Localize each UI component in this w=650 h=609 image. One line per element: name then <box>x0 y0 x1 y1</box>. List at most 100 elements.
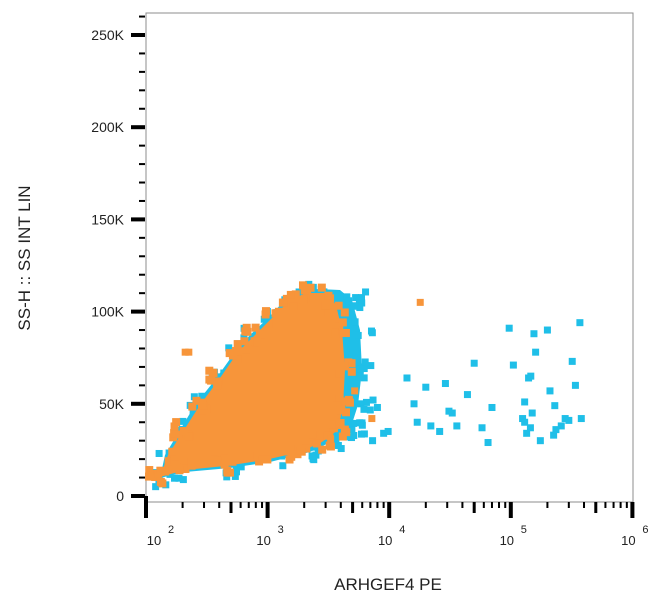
blue-outlier-point <box>453 422 461 430</box>
blue-outlier-point <box>543 326 551 334</box>
x-minor-tick <box>247 502 250 508</box>
x-tick-exponent: 2 <box>168 524 174 536</box>
x-minor-tick <box>261 502 264 508</box>
x-minor-tick <box>218 502 221 508</box>
blue-outlier-point <box>521 418 529 426</box>
y-major-tick <box>131 494 145 498</box>
y-minor-tick <box>139 292 145 295</box>
y-minor-tick <box>139 476 145 479</box>
x-minor-tick <box>619 502 622 508</box>
x-major-tick <box>144 502 148 518</box>
y-minor-tick <box>139 384 145 387</box>
y-tick-label: 200K <box>91 119 124 135</box>
x-minor-tick <box>498 502 501 508</box>
x-minor-tick <box>351 502 355 513</box>
y-major-tick <box>131 217 145 222</box>
blue-outlier-point <box>550 431 558 439</box>
blue-outlier-point <box>403 374 411 382</box>
blue-outlier-point <box>557 422 565 430</box>
blue-outlier-point <box>410 400 418 408</box>
y-major-tick <box>131 309 145 314</box>
orange-outlier-point <box>162 468 170 476</box>
x-minor-tick <box>376 502 379 508</box>
y-minor-tick <box>139 15 145 18</box>
y-minor-tick <box>139 52 145 55</box>
blue-outlier-point <box>552 426 560 434</box>
blue-outlier-point <box>527 372 535 380</box>
blue-outlier-point <box>384 427 392 435</box>
x-tick-exponent: 4 <box>399 524 405 536</box>
y-tick-label: 100K <box>91 304 124 320</box>
y-minor-tick <box>139 365 145 368</box>
blue-outlier-point <box>463 391 471 399</box>
blue-outlier-point <box>519 415 527 423</box>
blue-outlier-point <box>576 319 584 327</box>
blue-outlier-point <box>530 330 538 338</box>
y-minor-tick <box>139 89 145 92</box>
blue-outlier-point <box>523 429 531 437</box>
orange-outlier-point <box>351 387 359 395</box>
y-minor-tick <box>139 181 145 184</box>
blue-outlier-point <box>448 409 456 417</box>
orange-outlier-point <box>416 298 424 306</box>
blue-outlier-point <box>470 359 478 367</box>
y-major-tick <box>131 401 145 406</box>
x-minor-tick <box>567 502 570 508</box>
blue-outlier-point <box>380 429 388 437</box>
y-axis: 0 50K 100K 150K 200K 250K <box>91 15 148 516</box>
x-minor-tick <box>612 502 615 508</box>
x-axis: 10 2 10 3 10 4 10 5 10 6 <box>144 502 649 548</box>
y-tick-label: 50K <box>99 396 125 412</box>
y-axis-title: SS-H :: SS INT LIN <box>15 185 34 330</box>
x-minor-tick <box>482 502 485 508</box>
y-minor-tick <box>139 458 145 461</box>
x-minor-tick <box>625 502 628 508</box>
blue-outlier-point <box>551 402 559 410</box>
blue-outlier-point <box>488 403 496 411</box>
x-minor-tick <box>490 502 493 508</box>
blue-outlier-point <box>568 357 576 365</box>
blue-outlier-point <box>561 415 569 423</box>
y-minor-tick <box>139 347 145 350</box>
y-minor-tick <box>139 163 145 166</box>
x-minor-tick <box>181 502 184 508</box>
x-minor-tick <box>339 502 342 508</box>
blue-outlier-point <box>436 427 444 435</box>
orange-outlier-point <box>368 415 376 423</box>
y-minor-tick <box>139 255 145 258</box>
x-tick-label: 10 <box>147 533 161 548</box>
x-minor-tick <box>461 502 464 508</box>
orange-outlier-point <box>185 348 193 356</box>
orange-population <box>160 293 345 477</box>
blue-outlier-point <box>571 381 579 389</box>
x-minor-tick <box>382 502 385 508</box>
blue-outlier-point <box>422 383 430 391</box>
blue-outlier-point <box>505 324 513 332</box>
blue-outlier-point <box>360 405 368 413</box>
blue-outlier-point <box>478 424 486 432</box>
data-points <box>145 280 585 491</box>
orange-outlier-point <box>327 435 335 443</box>
y-minor-tick <box>139 144 145 147</box>
y-minor-tick <box>139 236 145 239</box>
x-minor-tick <box>229 502 233 513</box>
x-major-tick <box>630 502 635 518</box>
blue-outlier-point <box>532 348 540 356</box>
y-minor-tick <box>139 421 145 424</box>
blue-outlier-point <box>427 422 435 430</box>
y-major-tick <box>131 33 145 37</box>
blue-outlier-point <box>373 403 381 411</box>
y-tick-label: 0 <box>116 488 124 504</box>
x-minor-tick <box>324 502 327 508</box>
blue-outlier-point <box>528 409 536 417</box>
x-minor-tick <box>369 502 372 508</box>
orange-outlier-point <box>331 328 339 336</box>
blue-outlier-point <box>509 361 517 369</box>
y-minor-tick <box>139 439 145 442</box>
blue-outlier-point <box>565 416 573 424</box>
blue-outlier-point <box>546 387 554 395</box>
x-minor-tick <box>303 502 306 508</box>
x-major-tick <box>508 502 513 518</box>
orange-outlier-point <box>156 466 164 474</box>
x-minor-tick <box>203 502 206 508</box>
